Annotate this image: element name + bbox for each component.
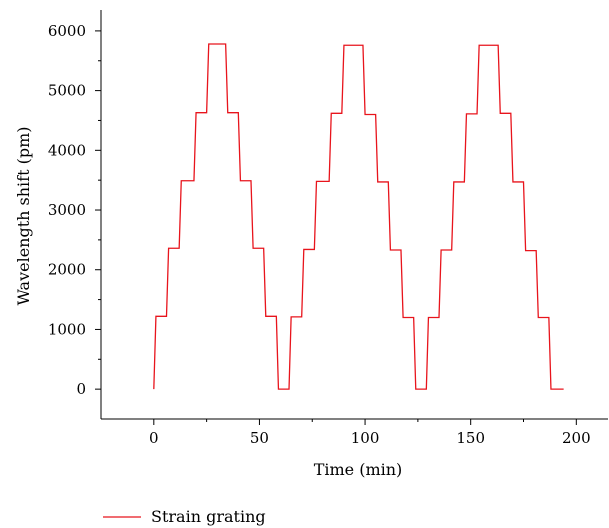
series-line-strain-grating <box>153 43 564 390</box>
y-tick-label: 1000 <box>48 320 86 338</box>
series <box>153 43 564 390</box>
y-tick-label: 5000 <box>48 82 86 100</box>
y-tick-label: 6000 <box>48 22 86 40</box>
y-axis-title: Wavelength shift (pm) <box>14 126 33 305</box>
y-tick-label: 3000 <box>48 201 86 219</box>
y-tick-label: 2000 <box>48 261 86 279</box>
x-tick-label: 50 <box>250 429 269 447</box>
x-tick-label: 100 <box>351 429 380 447</box>
x-tick-label: 0 <box>149 429 159 447</box>
axes <box>100 10 608 420</box>
y-tick-label: 0 <box>76 380 86 398</box>
x-tick-label: 150 <box>456 429 485 447</box>
x-axis-title: Time (min) <box>314 460 403 479</box>
legend: Strain grating <box>103 507 266 526</box>
x-tick-label: 200 <box>562 429 591 447</box>
y-tick-label: 4000 <box>48 141 86 159</box>
legend-label-strain-grating: Strain grating <box>151 507 266 526</box>
